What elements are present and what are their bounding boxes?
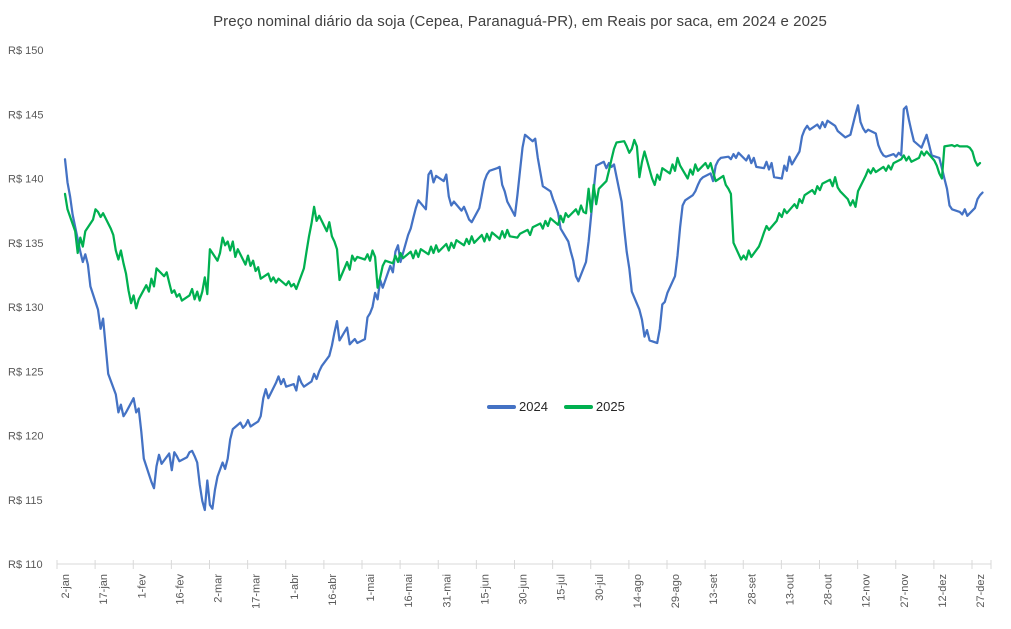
y-tick-label: R$ 125 (8, 366, 43, 378)
x-tick-label: 16-abr (327, 574, 339, 606)
chart-title: Preço nominal diário da soja (Cepea, Par… (213, 13, 827, 30)
legend-item-2024: 2024 (487, 399, 548, 414)
y-tick-label: R$ 140 (8, 174, 43, 186)
x-tick-label: 1-mai (365, 574, 377, 602)
x-tick-label: 13-set (708, 574, 720, 605)
y-tick-label: R$ 120 (8, 431, 43, 443)
x-tick-label: 27-nov (899, 574, 911, 608)
x-tick-label: 28-set (746, 574, 758, 605)
x-tick-label: 12-nov (861, 574, 873, 608)
x-tick-label: 14-ago (632, 574, 644, 608)
x-tick-label: 17-mar (251, 574, 263, 609)
legend-swatch-2025 (563, 404, 593, 409)
x-tick-label: 2-mar (213, 574, 225, 603)
series-line-2024 (63, 104, 984, 512)
y-tick-label: R$ 150 (8, 45, 43, 57)
x-tick-label: 15-jun (479, 574, 491, 605)
x-tick-label: 15-jul (556, 574, 568, 601)
x-tick-label: 1-fev (136, 574, 148, 599)
y-tick-label: R$ 110 (8, 559, 43, 571)
y-tick-label: R$ 130 (8, 302, 43, 314)
x-tick-label: 28-out (823, 574, 835, 605)
x-tick-label: 30-jul (594, 574, 606, 601)
legend-label-2024: 2024 (519, 399, 548, 414)
x-tick-label: 16-mai (403, 574, 415, 608)
x-tick-label: 30-jun (518, 574, 530, 605)
x-tick-label: 17-jan (98, 574, 110, 605)
x-tick-label: 2-jan (60, 574, 72, 598)
x-tick-label: 31-mai (441, 574, 453, 608)
x-tick-label: 12-dez (937, 574, 949, 608)
x-tick-label: 29-ago (670, 574, 682, 608)
y-tick-label: R$ 145 (8, 109, 43, 121)
x-tick-label: 13-out (784, 574, 796, 605)
x-tick-label: 27-dez (975, 574, 987, 608)
y-tick-label: R$ 115 (8, 495, 43, 507)
x-tick-label: 1-abr (289, 574, 301, 600)
legend-item-2025: 2025 (563, 399, 625, 414)
legend-label-2025: 2025 (595, 399, 625, 414)
series-line-2025 (63, 138, 982, 310)
y-tick-label: R$ 135 (8, 238, 43, 250)
chart-legend: 2024 2025 (487, 399, 625, 414)
x-tick-label: 16-fev (174, 574, 186, 605)
legend-swatch-2024 (487, 404, 516, 409)
